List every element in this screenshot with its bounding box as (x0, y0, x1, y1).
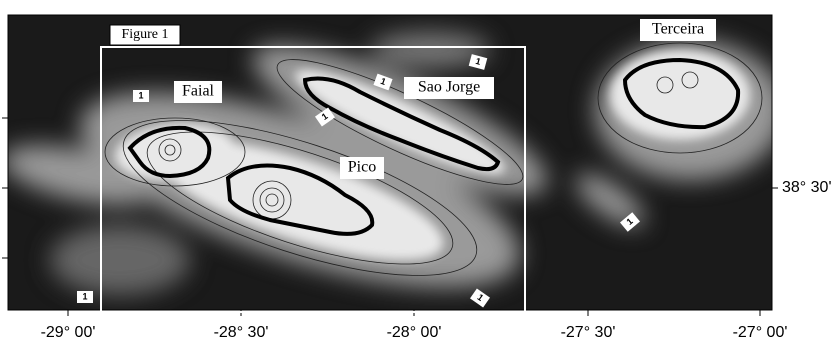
longitude-label: -28° 00' (387, 324, 442, 341)
longitude-label: -27° 30' (561, 324, 616, 341)
island-label: Sao Jorge (418, 79, 480, 96)
longitude-label: -27° 00' (733, 324, 788, 341)
map: Figure 1 Faial Pico Sao Jorge Terceira -… (0, 0, 834, 349)
longitude-label: -29° 00' (41, 324, 96, 341)
contour-label-text: 1 (138, 90, 143, 100)
bathymetry (0, 15, 785, 328)
island-label: Terceira (652, 21, 704, 38)
contour-label: 1 (133, 90, 149, 102)
island-label: Pico (348, 159, 376, 176)
contour-label-text: 1 (82, 291, 87, 301)
latitude-label: 38° 30' (782, 179, 832, 196)
longitude-label: -28° 30' (214, 324, 269, 341)
figure-label: Figure 1 (121, 27, 168, 42)
island-label: Faial (182, 83, 215, 100)
contour-label: 1 (77, 291, 93, 303)
